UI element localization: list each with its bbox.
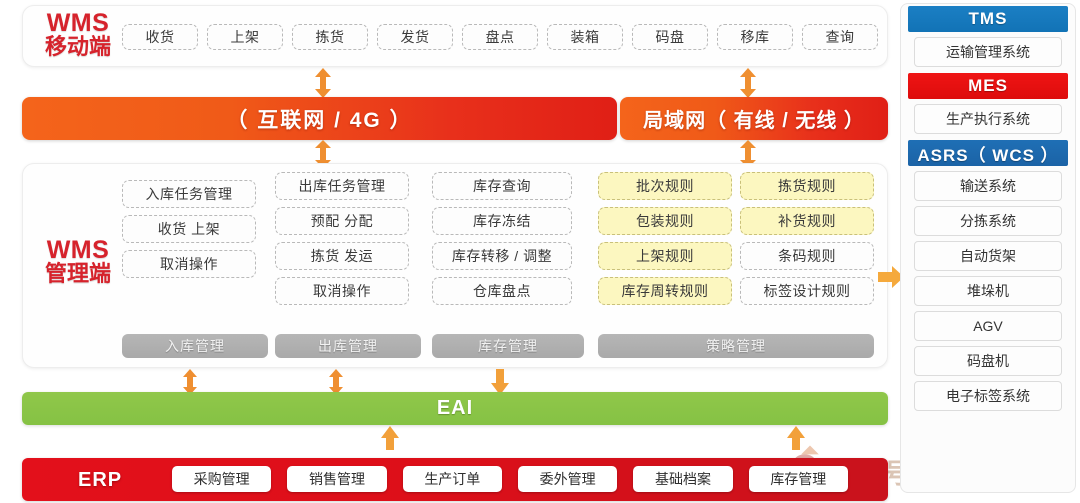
system-item-3-1[interactable]: 输送系统 [914,171,1062,201]
arrow-mobile-to-lan [738,68,758,98]
management-item-4-5[interactable]: 拣货规则 [740,172,874,200]
lan-network-bar: 局域网（ 有线 / 无线 ） [620,97,888,140]
system-item-2-1[interactable]: 生产执行系统 [914,104,1062,134]
mobile-button-9[interactable]: 查询 [802,24,878,50]
arrow-asrs-to-eai [786,426,806,450]
system-item-3-3[interactable]: 自动货架 [914,241,1062,271]
erp-button-6[interactable]: 库存管理 [748,466,848,492]
mobile-button-5[interactable]: 盘点 [462,24,538,50]
management-item-2-3[interactable]: 拣货 发运 [275,242,409,270]
system-header-1: TMS [908,6,1068,32]
system-item-3-6[interactable]: 码盘机 [914,346,1062,376]
system-item-3-7[interactable]: 电子标签系统 [914,381,1062,411]
management-item-2-2[interactable]: 预配 分配 [275,207,409,235]
wan-network-bar: （ 互联网 / 4G ） [22,97,617,140]
system-header-3: ASRS（ WCS ） [908,140,1068,166]
management-footer-4[interactable]: 策略管理 [598,334,874,358]
management-item-3-1[interactable]: 库存查询 [432,172,572,200]
mobile-button-7[interactable]: 码盘 [632,24,708,50]
management-item-1-3[interactable]: 取消操作 [122,250,256,278]
wms-management-label: WMS 管理端 [37,237,119,286]
arrow-management-to-asrs [878,265,904,289]
erp-button-4[interactable]: 委外管理 [518,466,618,492]
erp-button-3[interactable]: 生产订单 [402,466,502,492]
mobile-button-2[interactable]: 上架 [207,24,283,50]
system-item-3-5[interactable]: AGV [914,311,1062,341]
management-footer-3[interactable]: 库存管理 [432,334,584,358]
wms-management-label-en: WMS [46,236,110,264]
management-item-4-8[interactable]: 标签设计规则 [740,277,874,305]
management-item-1-1[interactable]: 入库任务管理 [122,180,256,208]
eai-bar: EAI [22,392,888,425]
wms-mobile-label-en: WMS [46,9,110,37]
management-item-4-2[interactable]: 包装规则 [598,207,732,235]
system-item-3-2[interactable]: 分拣系统 [914,206,1062,236]
mobile-button-1[interactable]: 收货 [122,24,198,50]
mobile-button-8[interactable]: 移库 [717,24,793,50]
management-item-4-7[interactable]: 条码规则 [740,242,874,270]
arrow-outbound-to-eai [327,369,345,395]
management-item-2-4[interactable]: 取消操作 [275,277,409,305]
erp-label: ERP [78,469,123,491]
management-item-4-4[interactable]: 库存周转规则 [598,277,732,305]
management-item-3-3[interactable]: 库存转移 / 调整 [432,242,572,270]
mobile-button-3[interactable]: 拣货 [292,24,368,50]
wms-management-label-cn: 管理端 [44,261,111,286]
system-header-2: MES [908,73,1068,99]
erp-button-5[interactable]: 基础档案 [633,466,733,492]
arrow-erp-to-eai [380,426,400,450]
management-item-1-2[interactable]: 收货 上架 [122,215,256,243]
arrow-mobile-to-wan [313,68,333,98]
wms-mobile-label-cn: 移动端 [44,34,111,59]
erp-button-2[interactable]: 销售管理 [287,466,387,492]
management-item-4-6[interactable]: 补货规则 [740,207,874,235]
mobile-button-6[interactable]: 装箱 [547,24,623,50]
arrow-wan-to-management [313,140,333,168]
arrow-lan-to-management [738,140,758,168]
erp-button-1[interactable]: 采购管理 [172,466,272,492]
management-footer-1[interactable]: 入库管理 [122,334,268,358]
system-item-1-1[interactable]: 运输管理系统 [914,37,1062,67]
wms-mobile-label: WMS 移动端 [37,10,119,59]
arrow-inbound-to-eai [181,369,199,395]
system-item-3-4[interactable]: 堆垛机 [914,276,1062,306]
management-footer-2[interactable]: 出库管理 [275,334,421,358]
management-item-2-1[interactable]: 出库任务管理 [275,172,409,200]
management-item-4-1[interactable]: 批次规则 [598,172,732,200]
mobile-button-4[interactable]: 发货 [377,24,453,50]
management-item-3-2[interactable]: 库存冻结 [432,207,572,235]
management-item-4-3[interactable]: 上架规则 [598,242,732,270]
management-item-3-4[interactable]: 仓库盘点 [432,277,572,305]
arrow-inventory-to-eai [489,369,511,395]
